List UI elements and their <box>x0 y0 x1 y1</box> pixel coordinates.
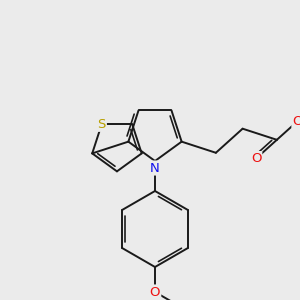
Text: O: O <box>292 115 300 128</box>
Text: O: O <box>251 152 261 165</box>
Text: O: O <box>150 286 160 298</box>
Text: S: S <box>98 118 106 131</box>
Text: N: N <box>150 161 160 175</box>
